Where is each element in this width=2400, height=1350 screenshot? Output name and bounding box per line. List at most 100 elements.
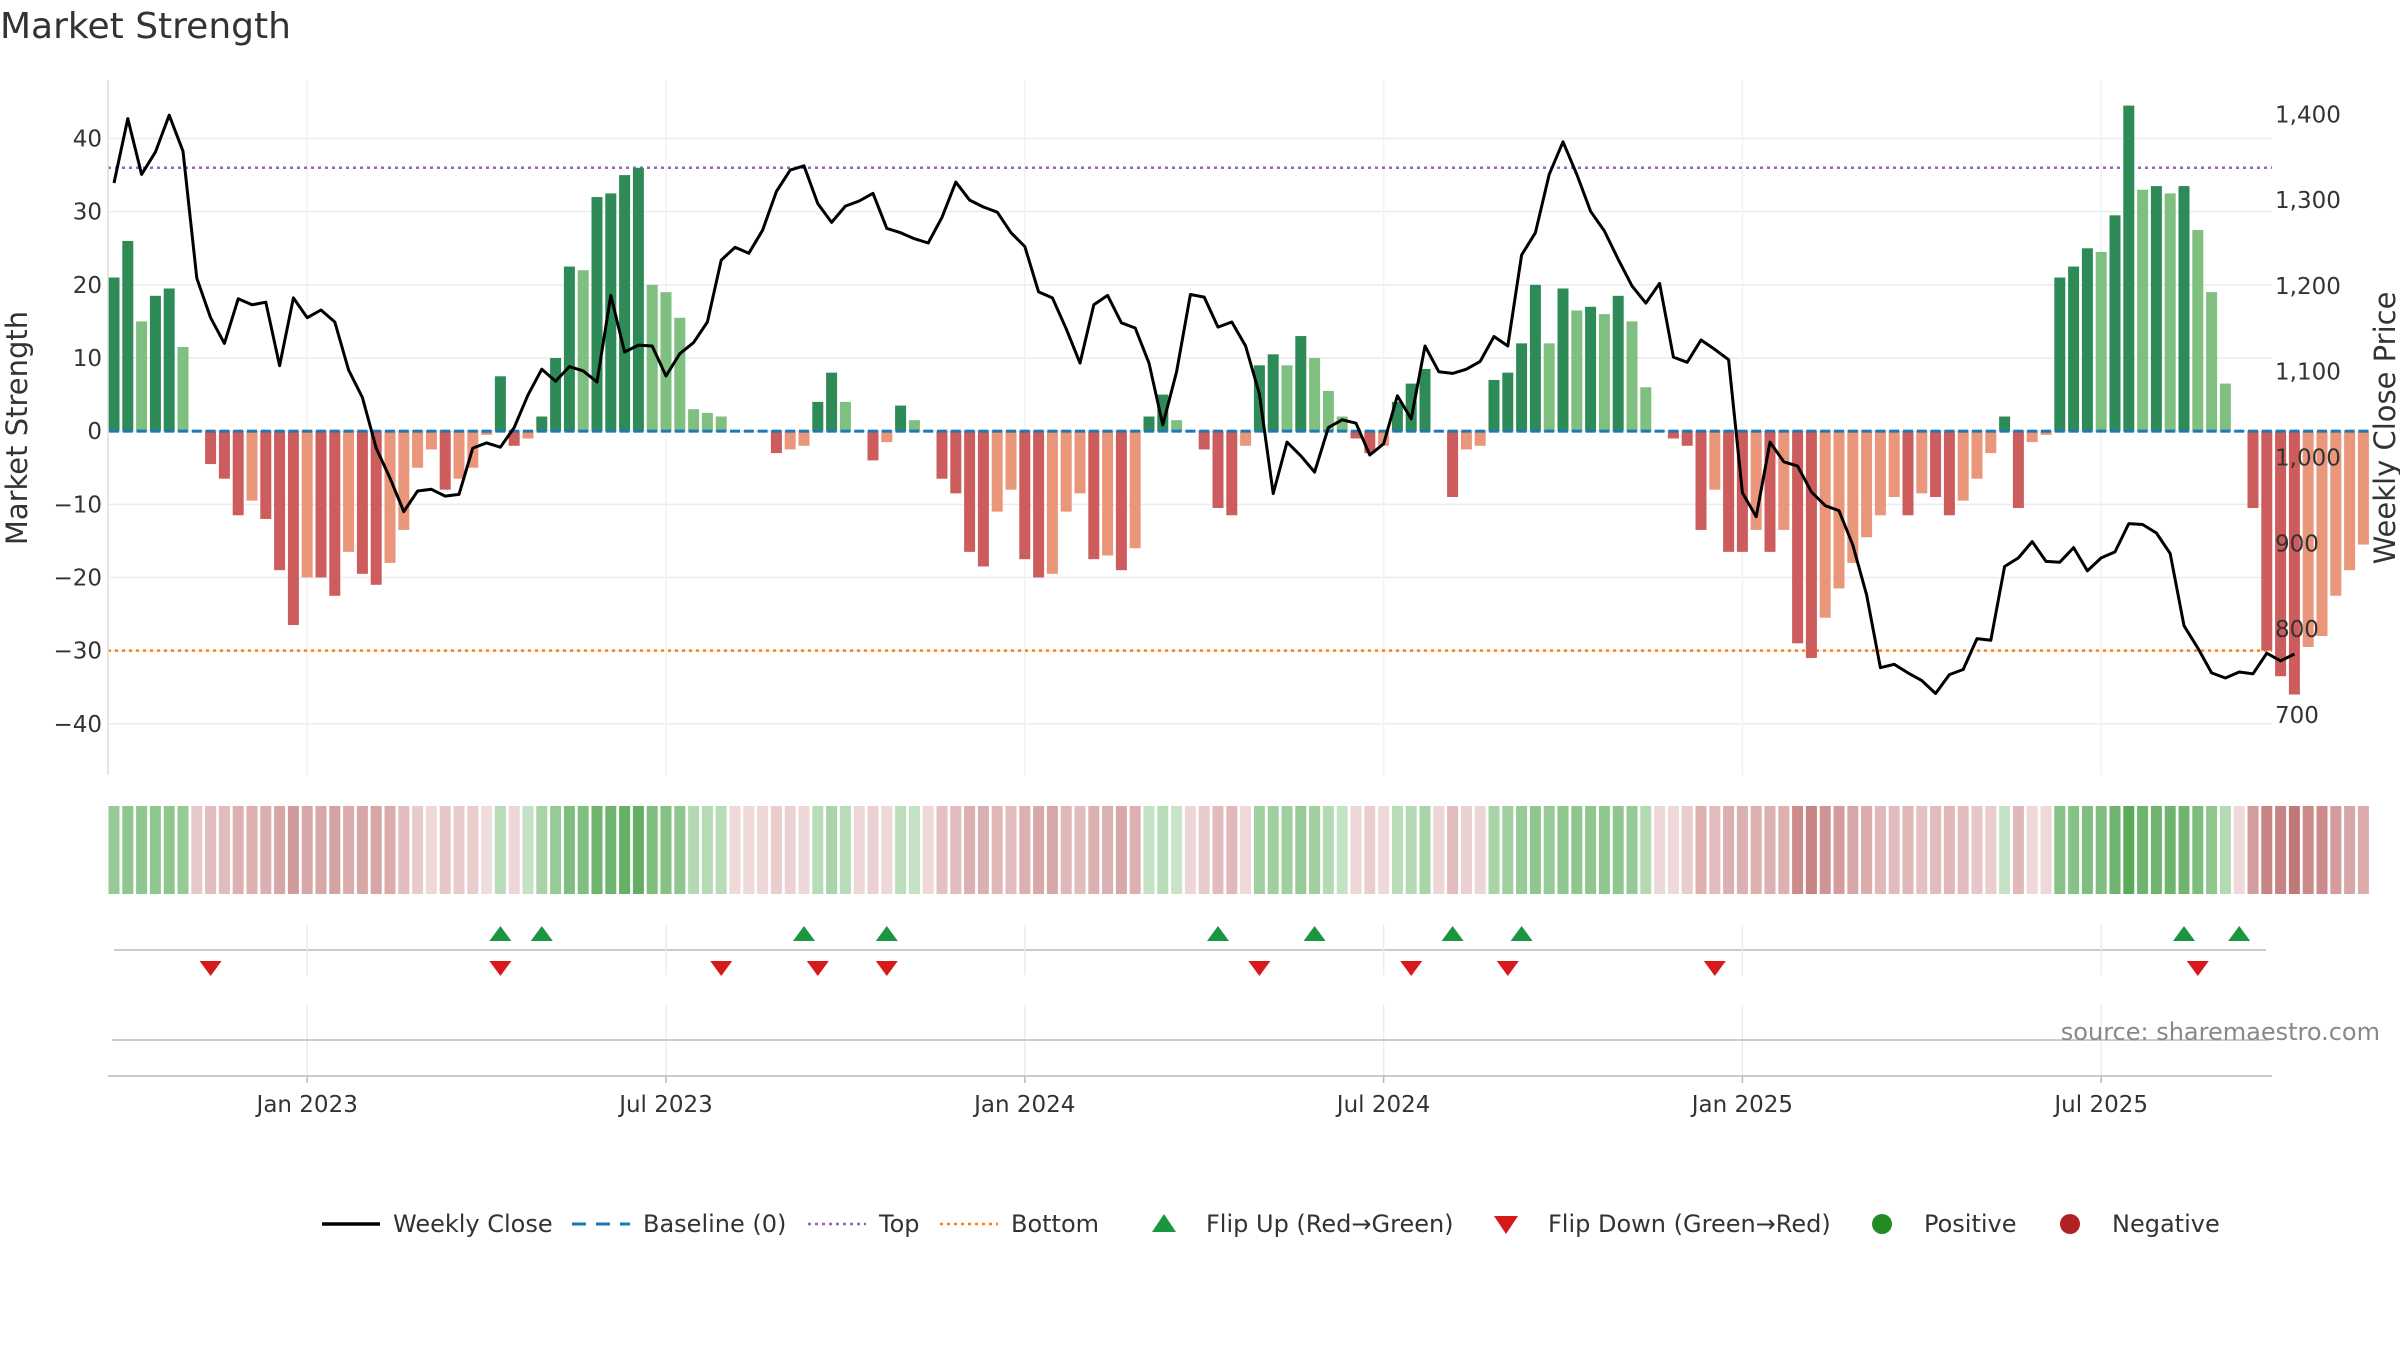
strip-cell <box>1695 806 1707 894</box>
y2-tick-label: 800 <box>2275 617 2319 643</box>
strip-cell <box>950 806 962 894</box>
strip-cell <box>522 806 534 894</box>
strip-cell <box>1143 806 1155 894</box>
strip-cell <box>1640 806 1652 894</box>
legend: Weekly Close Baseline (0) Top Bottom Flip Up… <box>322 1210 2220 1238</box>
strip-cell <box>274 806 286 894</box>
strength-bar <box>784 431 796 450</box>
flip-down-marker <box>875 961 898 976</box>
strip-cell <box>1447 806 1459 894</box>
strength-bar <box>619 175 631 432</box>
strength-bar <box>1391 401 1403 432</box>
strip-cell <box>149 806 161 894</box>
strength-bar <box>1240 431 1252 446</box>
strength-bar <box>1322 390 1334 432</box>
strip-cell <box>2150 806 2162 894</box>
strip-cell <box>1916 806 1928 894</box>
strip-cell <box>1474 806 1486 894</box>
strip-cell <box>1971 806 1983 894</box>
strip-cell <box>108 806 120 894</box>
strip-cell <box>991 806 1003 894</box>
y2-tick-label: 1,400 <box>2275 102 2341 128</box>
strength-bar <box>1502 372 1514 432</box>
strip-cell <box>398 806 410 894</box>
strip-cell <box>1612 806 1624 894</box>
strip-cell <box>577 806 589 894</box>
strip-cell <box>1433 806 1445 894</box>
strength-bar <box>1033 431 1045 578</box>
strip-cell <box>2206 806 2218 894</box>
strength-bars <box>108 105 2369 695</box>
flip-down-marker <box>1496 961 1519 976</box>
strength-bar <box>1474 431 1486 446</box>
strip-cell <box>2261 806 2273 894</box>
strip-cell <box>2012 806 2024 894</box>
y2-axis-title: Weekly Close Price <box>2368 292 2400 565</box>
strip-cell <box>563 806 575 894</box>
strength-bar <box>1336 416 1348 432</box>
strip-cell <box>2233 806 2245 894</box>
strength-bar <box>826 372 838 432</box>
strength-bar <box>2192 229 2204 432</box>
flip-up-marker <box>1441 926 1464 941</box>
y-tick-label: 20 <box>73 273 102 299</box>
strength-bar <box>577 270 589 432</box>
strength-bar <box>1764 431 1776 552</box>
strip-cell <box>1295 806 1307 894</box>
strip-cell <box>1667 806 1679 894</box>
strength-bar <box>798 431 810 446</box>
strip-cell <box>1364 806 1376 894</box>
strength-bar <box>2095 251 2107 432</box>
strength-bar <box>1143 416 1155 432</box>
strength-bar <box>1267 354 1279 432</box>
strip-cell <box>1957 806 1969 894</box>
strip-cell <box>674 806 686 894</box>
strip-cell <box>191 806 203 894</box>
strip-cell <box>1833 806 1845 894</box>
strength-bar <box>136 321 148 432</box>
strip-cell <box>550 806 562 894</box>
strength-bar <box>839 401 851 432</box>
strip-cell <box>136 806 148 894</box>
strength-bar <box>2288 431 2300 695</box>
strip-cell <box>453 806 465 894</box>
strip-cell <box>812 806 824 894</box>
strength-bar <box>370 431 382 585</box>
strength-bar <box>508 431 520 446</box>
strip-cell <box>1378 806 1390 894</box>
strength-bar <box>1460 431 1472 450</box>
strength-bar <box>2316 431 2328 636</box>
strength-bar <box>977 431 989 567</box>
strip-cell <box>2357 806 2369 894</box>
strength-bar <box>1585 306 1597 432</box>
strip-cell <box>205 806 217 894</box>
strip-cell <box>370 806 382 894</box>
page-title: Market Strength <box>0 6 291 47</box>
flip-down-marker <box>489 961 512 976</box>
strength-bar <box>1723 431 1735 552</box>
strip-cell <box>177 806 189 894</box>
strength-bar <box>1985 431 1997 454</box>
strength-bar <box>646 284 658 432</box>
strip-cell <box>412 806 424 894</box>
strip-cell <box>839 806 851 894</box>
strip-cell <box>1267 806 1279 894</box>
strip-cell <box>343 806 355 894</box>
strip-cell <box>2068 806 2080 894</box>
strength-bar <box>881 431 893 443</box>
strength-bar <box>2206 292 2218 432</box>
strip-cell <box>1115 806 1127 894</box>
strength-bar <box>2123 105 2135 432</box>
strength-bar <box>1999 416 2011 432</box>
strip-cell <box>1088 806 1100 894</box>
flip-down-marker <box>2186 961 2209 976</box>
strip-cell <box>2164 806 2176 894</box>
strip-cell <box>881 806 893 894</box>
strip-cell <box>1861 806 1873 894</box>
strip-cell <box>867 806 879 894</box>
strength-bar <box>1957 431 1969 501</box>
legend-label: Baseline (0) <box>643 1210 786 1238</box>
strength-bar <box>149 295 161 432</box>
strip-cell <box>1019 806 1031 894</box>
strength-bar <box>1074 431 1086 494</box>
